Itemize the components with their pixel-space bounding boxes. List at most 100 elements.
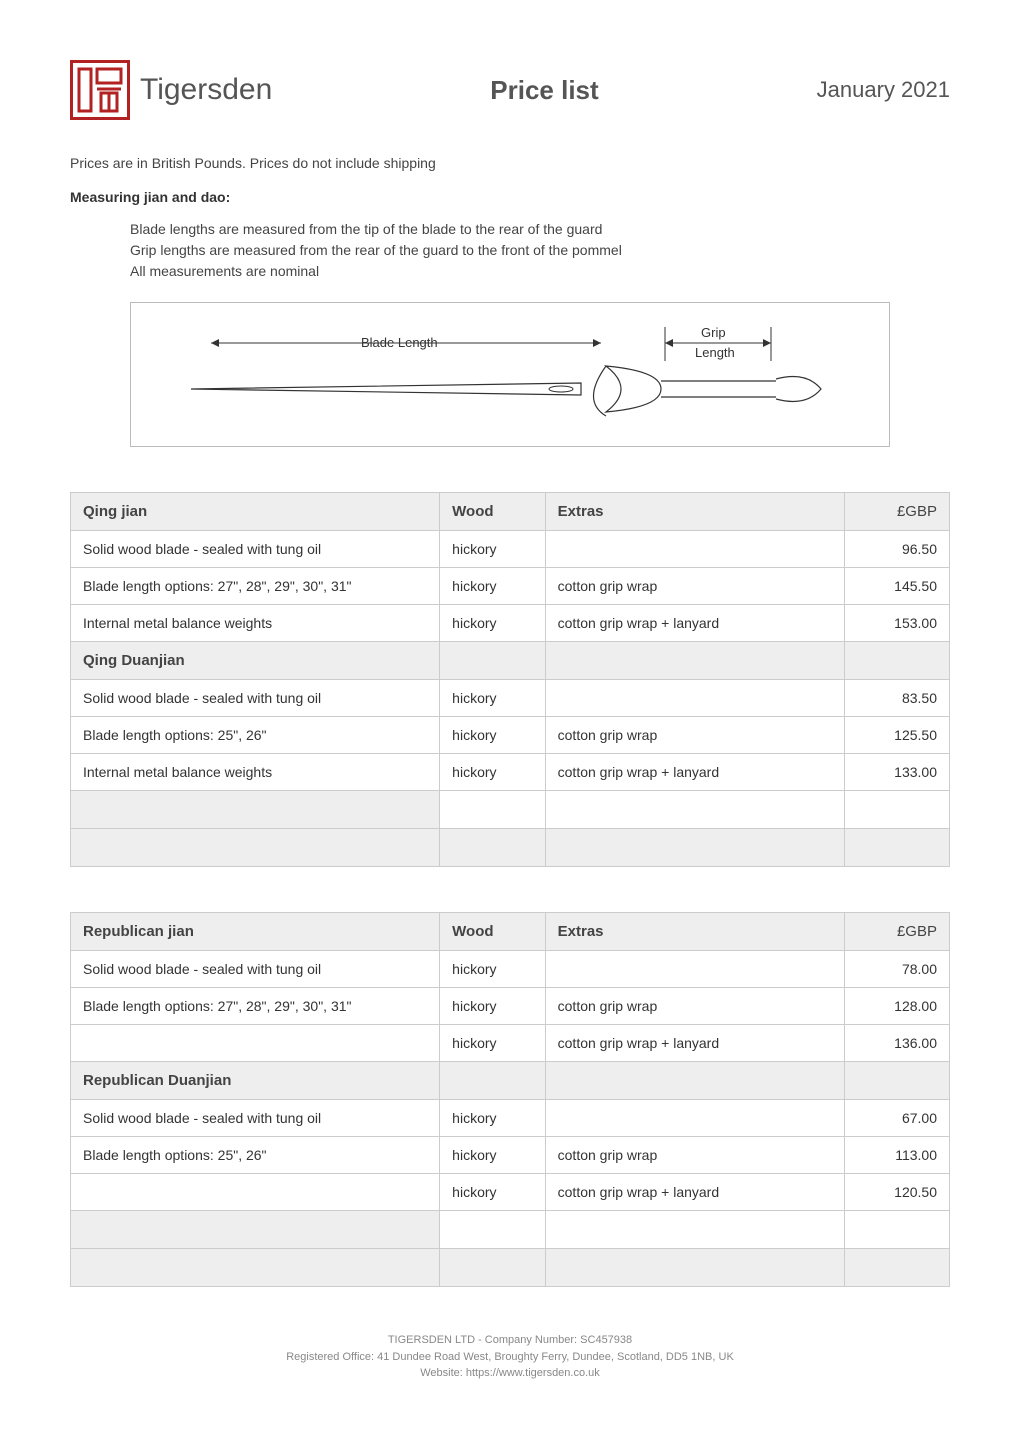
col-description: Qing jian bbox=[71, 493, 440, 531]
republican-jian-table: Republican jian Wood Extras £GBP Solid w… bbox=[70, 912, 950, 1287]
cell-extras: cotton grip wrap + lanyard bbox=[545, 1025, 844, 1062]
cell-extras: cotton grip wrap bbox=[545, 568, 844, 605]
cell-desc bbox=[71, 1025, 440, 1062]
qing-jian-table: Qing jian Wood Extras £GBP Solid wood bl… bbox=[70, 492, 950, 867]
col-description: Republican jian bbox=[71, 913, 440, 951]
col-price: £GBP bbox=[844, 913, 950, 951]
table-row: Internal metal balance weights hickory c… bbox=[71, 605, 950, 642]
cell-desc: Solid wood blade - sealed with tung oil bbox=[71, 680, 440, 717]
table-row: Solid wood blade - sealed with tung oil … bbox=[71, 1100, 950, 1137]
empty-row bbox=[71, 1211, 950, 1249]
cell-wood: hickory bbox=[440, 531, 545, 568]
cell-price: 96.50 bbox=[844, 531, 950, 568]
section-title: Republican Duanjian bbox=[71, 1062, 440, 1100]
brand-name: Tigersden bbox=[140, 73, 272, 107]
cell-extras bbox=[545, 1100, 844, 1137]
page-container: Tigersden Price list January 2021 Prices… bbox=[0, 0, 1020, 1422]
cell-wood: hickory bbox=[440, 1100, 545, 1137]
table-row: Solid wood blade - sealed with tung oil … bbox=[71, 531, 950, 568]
header-row: Tigersden Price list January 2021 bbox=[70, 60, 950, 120]
cell-price: 120.50 bbox=[844, 1174, 950, 1211]
cell-price: 67.00 bbox=[844, 1100, 950, 1137]
cell-desc: Blade length options: 25", 26" bbox=[71, 1137, 440, 1174]
col-wood: Wood bbox=[440, 493, 545, 531]
measuring-list: Blade lengths are measured from the tip … bbox=[70, 219, 950, 282]
table-row: Blade length options: 25", 26" hickory c… bbox=[71, 1137, 950, 1174]
cell-wood: hickory bbox=[440, 988, 545, 1025]
cell-wood: hickory bbox=[440, 1137, 545, 1174]
table-header-row: Republican jian Wood Extras £GBP bbox=[71, 913, 950, 951]
cell-desc: Internal metal balance weights bbox=[71, 605, 440, 642]
footer-line: Registered Office: 41 Dundee Road West, … bbox=[70, 1349, 950, 1366]
table-header-row: Qing jian Wood Extras £GBP bbox=[71, 493, 950, 531]
cell-wood: hickory bbox=[440, 717, 545, 754]
cell-price: 136.00 bbox=[844, 1025, 950, 1062]
measuring-line: Blade lengths are measured from the tip … bbox=[130, 219, 950, 240]
cell-price: 78.00 bbox=[844, 951, 950, 988]
measuring-line: All measurements are nominal bbox=[130, 261, 950, 282]
cell-extras: cotton grip wrap bbox=[545, 717, 844, 754]
grip-label-2: Length bbox=[695, 345, 735, 360]
cell-wood: hickory bbox=[440, 754, 545, 791]
cell-wood: hickory bbox=[440, 605, 545, 642]
section-row: Republican Duanjian bbox=[71, 1062, 950, 1100]
cell-desc: Blade length options: 27", 28", 29", 30"… bbox=[71, 988, 440, 1025]
cell-wood: hickory bbox=[440, 1174, 545, 1211]
cell-extras bbox=[545, 951, 844, 988]
measurement-diagram: Blade Length Grip Length bbox=[130, 302, 890, 447]
cell-extras: cotton grip wrap bbox=[545, 988, 844, 1025]
cell-desc: Solid wood blade - sealed with tung oil bbox=[71, 1100, 440, 1137]
cell-price: 125.50 bbox=[844, 717, 950, 754]
cell-extras bbox=[545, 680, 844, 717]
cell-price: 83.50 bbox=[844, 680, 950, 717]
document-date: January 2021 bbox=[817, 77, 950, 103]
cell-extras: cotton grip wrap + lanyard bbox=[545, 605, 844, 642]
table-row: Blade length options: 27", 28", 29", 30"… bbox=[71, 988, 950, 1025]
table-row: hickory cotton grip wrap + lanyard 120.5… bbox=[71, 1174, 950, 1211]
logo-icon bbox=[70, 60, 130, 120]
footer-row bbox=[71, 1249, 950, 1287]
cell-price: 133.00 bbox=[844, 754, 950, 791]
cell-desc: Internal metal balance weights bbox=[71, 754, 440, 791]
section-row: Qing Duanjian bbox=[71, 642, 950, 680]
cell-extras: cotton grip wrap bbox=[545, 1137, 844, 1174]
cell-wood: hickory bbox=[440, 1025, 545, 1062]
cell-desc: Blade length options: 25", 26" bbox=[71, 717, 440, 754]
page-title: Price list bbox=[272, 75, 816, 106]
cell-desc: Solid wood blade - sealed with tung oil bbox=[71, 531, 440, 568]
footer-line: Website: https://www.tigersden.co.uk bbox=[70, 1365, 950, 1382]
cell-wood: hickory bbox=[440, 568, 545, 605]
cell-price: 128.00 bbox=[844, 988, 950, 1025]
cell-desc: Solid wood blade - sealed with tung oil bbox=[71, 951, 440, 988]
table-row: Blade length options: 25", 26" hickory c… bbox=[71, 717, 950, 754]
blade-length-label: Blade Length bbox=[361, 335, 438, 350]
empty-row bbox=[71, 791, 950, 829]
table-row: Internal metal balance weights hickory c… bbox=[71, 754, 950, 791]
brand-block: Tigersden bbox=[70, 60, 272, 120]
table-row: hickory cotton grip wrap + lanyard 136.0… bbox=[71, 1025, 950, 1062]
table-row: Blade length options: 27", 28", 29", 30"… bbox=[71, 568, 950, 605]
table-row: Solid wood blade - sealed with tung oil … bbox=[71, 951, 950, 988]
cell-desc bbox=[71, 1174, 440, 1211]
cell-extras bbox=[545, 531, 844, 568]
measuring-heading: Measuring jian and dao: bbox=[70, 189, 950, 205]
cell-price: 113.00 bbox=[844, 1137, 950, 1174]
cell-price: 145.50 bbox=[844, 568, 950, 605]
cell-extras: cotton grip wrap + lanyard bbox=[545, 1174, 844, 1211]
intro-text: Prices are in British Pounds. Prices do … bbox=[70, 155, 950, 171]
col-price: £GBP bbox=[844, 493, 950, 531]
col-extras: Extras bbox=[545, 913, 844, 951]
measuring-line: Grip lengths are measured from the rear … bbox=[130, 240, 950, 261]
col-extras: Extras bbox=[545, 493, 844, 531]
table-row: Solid wood blade - sealed with tung oil … bbox=[71, 680, 950, 717]
footer-row bbox=[71, 829, 950, 867]
cell-wood: hickory bbox=[440, 951, 545, 988]
grip-label-1: Grip bbox=[701, 325, 726, 340]
cell-wood: hickory bbox=[440, 680, 545, 717]
cell-extras: cotton grip wrap + lanyard bbox=[545, 754, 844, 791]
cell-price: 153.00 bbox=[844, 605, 950, 642]
page-footer: TIGERSDEN LTD - Company Number: SC457938… bbox=[70, 1332, 950, 1382]
cell-desc: Blade length options: 27", 28", 29", 30"… bbox=[71, 568, 440, 605]
footer-line: TIGERSDEN LTD - Company Number: SC457938 bbox=[70, 1332, 950, 1349]
col-wood: Wood bbox=[440, 913, 545, 951]
